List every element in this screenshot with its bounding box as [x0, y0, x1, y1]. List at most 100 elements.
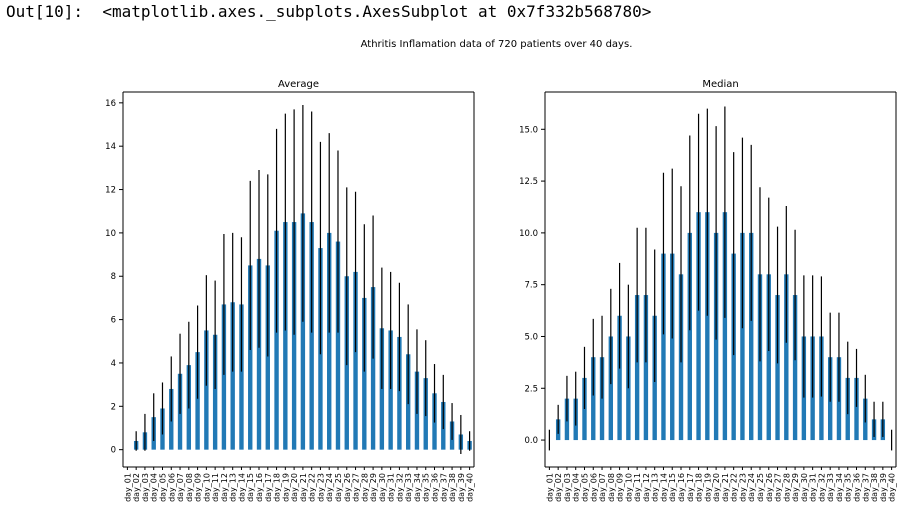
bar-day_32	[397, 336, 402, 450]
x-tick-label: day_28	[782, 473, 791, 502]
y-tick-label: 5.0	[524, 332, 538, 342]
bar-day_22	[309, 222, 314, 450]
x-tick-label: day_17	[264, 473, 273, 502]
x-tick-label: day_38	[448, 473, 457, 502]
x-tick-label: day_23	[738, 473, 747, 502]
bar-day_14	[239, 304, 244, 450]
x-tick-label: day_24	[747, 473, 756, 502]
bar-day_18	[696, 212, 701, 441]
x-tick-label: day_03	[563, 473, 572, 502]
bar-day_24	[327, 232, 332, 450]
bar-day_16	[256, 258, 262, 450]
bar-day_17	[687, 232, 692, 441]
bar-day_31	[388, 330, 393, 450]
x-tick-label: day_28	[360, 473, 369, 502]
bar-day_14	[661, 253, 666, 441]
x-tick-label: day_18	[273, 473, 282, 502]
x-tick-label: day_30	[378, 473, 387, 502]
x-tick-label: day_05	[580, 473, 589, 502]
x-tick-label: day_03	[141, 473, 150, 502]
bar-day_19	[705, 212, 710, 441]
y-tick-label: 2.5	[524, 384, 538, 394]
x-tick-label: day_21	[299, 473, 308, 502]
bar-day_36	[854, 377, 859, 441]
bar-day_12	[643, 295, 649, 441]
bar-day_11	[212, 334, 218, 450]
x-tick-label: day_13	[229, 473, 238, 502]
x-tick-label: day_26	[343, 473, 352, 502]
x-tick-label: day_40	[888, 473, 897, 502]
x-tick-label: day_13	[651, 473, 660, 502]
x-tick-label: day_22	[730, 473, 739, 502]
x-tick-label: day_27	[352, 473, 361, 502]
bar-day_12	[221, 304, 227, 450]
bar-day_25	[335, 241, 341, 450]
bar-day_09	[617, 315, 622, 441]
x-tick-label: day_34	[413, 473, 422, 502]
y-tick-label: 14	[105, 142, 116, 152]
panel-title-average: Average	[278, 79, 319, 90]
bar-day_28	[784, 274, 789, 441]
x-tick-label: day_36	[853, 473, 862, 502]
y-tick-label: 4	[111, 359, 116, 369]
x-tick-label: day_01	[123, 473, 132, 502]
x-tick-label: day_11	[633, 473, 642, 502]
x-tick-label: day_04	[572, 473, 581, 502]
bar-day_09	[195, 352, 200, 450]
bar-day_21	[300, 213, 306, 450]
y-tick-label: 0.0	[524, 436, 538, 446]
bar-day_29	[792, 295, 798, 441]
x-tick-label: day_16	[255, 473, 264, 502]
output-repr: <matplotlib.axes._subplots.AxesSubplot a…	[102, 2, 652, 21]
x-tick-label: day_39	[457, 473, 466, 502]
x-tick-label: day_38	[870, 473, 879, 502]
x-tick-label: day_33	[826, 473, 835, 502]
x-tick-label: day_02	[132, 473, 141, 502]
y-tick-label: 16	[105, 99, 116, 109]
x-tick-label: day_35	[844, 473, 853, 502]
x-tick-label: day_06	[167, 473, 176, 502]
x-tick-label: day_12	[642, 473, 651, 502]
x-tick-label: day_22	[308, 473, 317, 502]
x-tick-label: day_08	[185, 473, 194, 502]
x-tick-label: day_02	[554, 473, 563, 502]
bar-day_08	[608, 336, 614, 441]
bar-day_13	[230, 302, 235, 450]
x-tick-label: day_12	[220, 473, 229, 502]
x-tick-label: day_37	[439, 473, 448, 502]
x-tick-label: day_18	[695, 473, 704, 502]
bar-day_21	[722, 212, 728, 441]
y-tick-label: 12	[105, 186, 116, 196]
y-tick-label: 15.0	[519, 125, 538, 135]
x-tick-label: day_04	[150, 473, 159, 502]
x-tick-label: day_25	[756, 473, 765, 502]
x-tick-label: day_26	[765, 473, 774, 502]
x-tick-label: day_21	[721, 473, 730, 502]
x-tick-label: day_10	[202, 473, 211, 502]
x-tick-label: day_20	[290, 473, 299, 502]
bar-day_27	[353, 271, 358, 450]
x-tick-label: day_14	[659, 473, 668, 502]
x-tick-label: day_37	[861, 473, 870, 502]
y-tick-label: 12.5	[519, 177, 538, 187]
bar-day_18	[274, 230, 279, 450]
x-tick-label: day_20	[712, 473, 721, 502]
bar-day_15	[248, 265, 253, 450]
x-tick-label: day_29	[369, 473, 378, 502]
x-tick-label: day_17	[686, 473, 695, 502]
bar-day_17	[265, 265, 270, 450]
x-tick-label: day_09	[616, 473, 625, 502]
x-tick-label: day_33	[404, 473, 413, 502]
x-tick-label: day_19	[281, 473, 290, 502]
x-tick-label: day_09	[194, 473, 203, 502]
bar-day_10	[204, 330, 209, 450]
bar-day_20	[291, 222, 297, 450]
y-tick-label: 10.0	[519, 229, 538, 239]
x-tick-label: day_15	[668, 473, 677, 502]
bar-day_11	[634, 295, 640, 441]
y-tick-label: 0	[111, 446, 116, 456]
bar-day_23	[740, 232, 745, 441]
x-tick-label: day_35	[422, 473, 431, 502]
x-tick-label: day_07	[598, 473, 607, 502]
